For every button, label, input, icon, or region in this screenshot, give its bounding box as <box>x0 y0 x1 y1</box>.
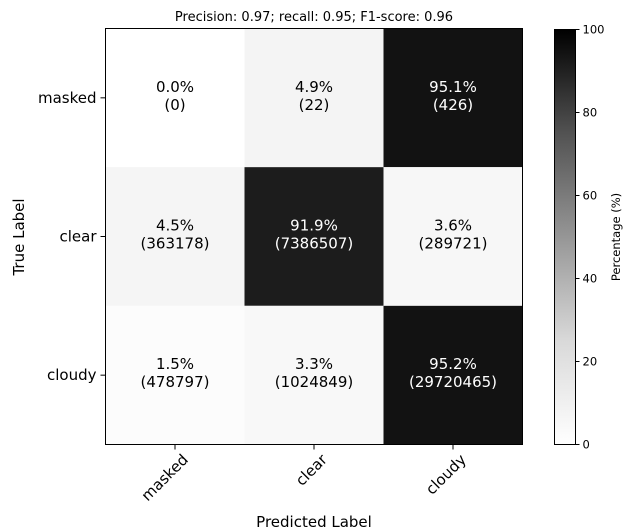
cell-count-label: (29720465) <box>409 373 497 391</box>
cell-count-label: (426) <box>433 96 473 114</box>
heatmap-cell-masked-masked <box>105 28 245 168</box>
y-axis-title: True Label <box>10 198 28 276</box>
chart-title: Precision: 0.97; recall: 0.95; F1-score:… <box>175 10 453 25</box>
x-tick-label-masked: masked <box>138 451 192 505</box>
x-tick-label-cloudy: cloudy <box>422 451 470 499</box>
colorbar <box>554 29 576 445</box>
heatmap-cell-masked-cloudy <box>383 28 523 168</box>
y-axis-ticks: masked clear cloudy <box>38 89 106 384</box>
colorbar-tick-label: 60 <box>583 189 598 203</box>
heatmap-cell-cloudy-cloudy <box>383 305 523 445</box>
cell-percent-label: 95.1% <box>429 78 477 96</box>
cell-percent-label: 4.9% <box>295 78 333 96</box>
colorbar-tick-label: 40 <box>583 272 598 286</box>
y-tick-label-clear: clear <box>59 228 97 246</box>
cell-count-label: (22) <box>299 96 330 114</box>
y-tick-label-cloudy: cloudy <box>47 366 97 384</box>
heatmap-cell-clear-masked <box>105 167 245 306</box>
x-tick-label-clear: clear <box>292 450 331 489</box>
heatmap-cell-clear-cloudy <box>383 167 523 306</box>
cell-count-label: (363178) <box>141 235 210 253</box>
x-axis-ticks: masked clear cloudy <box>138 444 470 505</box>
x-axis-title: Predicted Label <box>256 513 372 531</box>
cell-percent-label: 95.2% <box>429 355 477 373</box>
cell-percent-label: 4.5% <box>156 217 194 235</box>
heatmap-cells <box>105 28 523 445</box>
heatmap-cell-cloudy-clear <box>244 305 384 445</box>
heatmap-cell-labels: 0.0%(0) 4.9%(22) 95.1%(426) 4.5%(363178) 91.… <box>141 78 498 391</box>
cell-percent-label: 91.9% <box>290 217 338 235</box>
cell-percent-label: 0.0% <box>156 78 194 96</box>
heatmap-cell-cloudy-masked <box>105 305 245 445</box>
cell-percent-label: 3.3% <box>295 355 333 373</box>
colorbar-ticks: 0 20 40 60 80 100 <box>575 23 605 452</box>
cell-percent-label: 3.6% <box>434 217 472 235</box>
colorbar-tick-label: 0 <box>583 438 590 452</box>
cell-count-label: (7386507) <box>275 235 354 253</box>
colorbar-tick-label: 80 <box>583 106 598 120</box>
colorbar-tick-label: 100 <box>583 23 605 37</box>
cell-count-label: (478797) <box>141 373 210 391</box>
heatmap-cell-clear-clear <box>244 167 384 306</box>
cell-count-label: (0) <box>164 96 185 114</box>
colorbar-tick-label: 20 <box>583 355 598 369</box>
colorbar-title: Percentage (%) <box>609 193 623 281</box>
cell-count-label: (289721) <box>419 235 488 253</box>
heatmap-cell-masked-clear <box>244 28 384 168</box>
cell-percent-label: 1.5% <box>156 355 194 373</box>
y-tick-label-masked: masked <box>38 89 97 107</box>
cell-count-label: (1024849) <box>275 373 354 391</box>
